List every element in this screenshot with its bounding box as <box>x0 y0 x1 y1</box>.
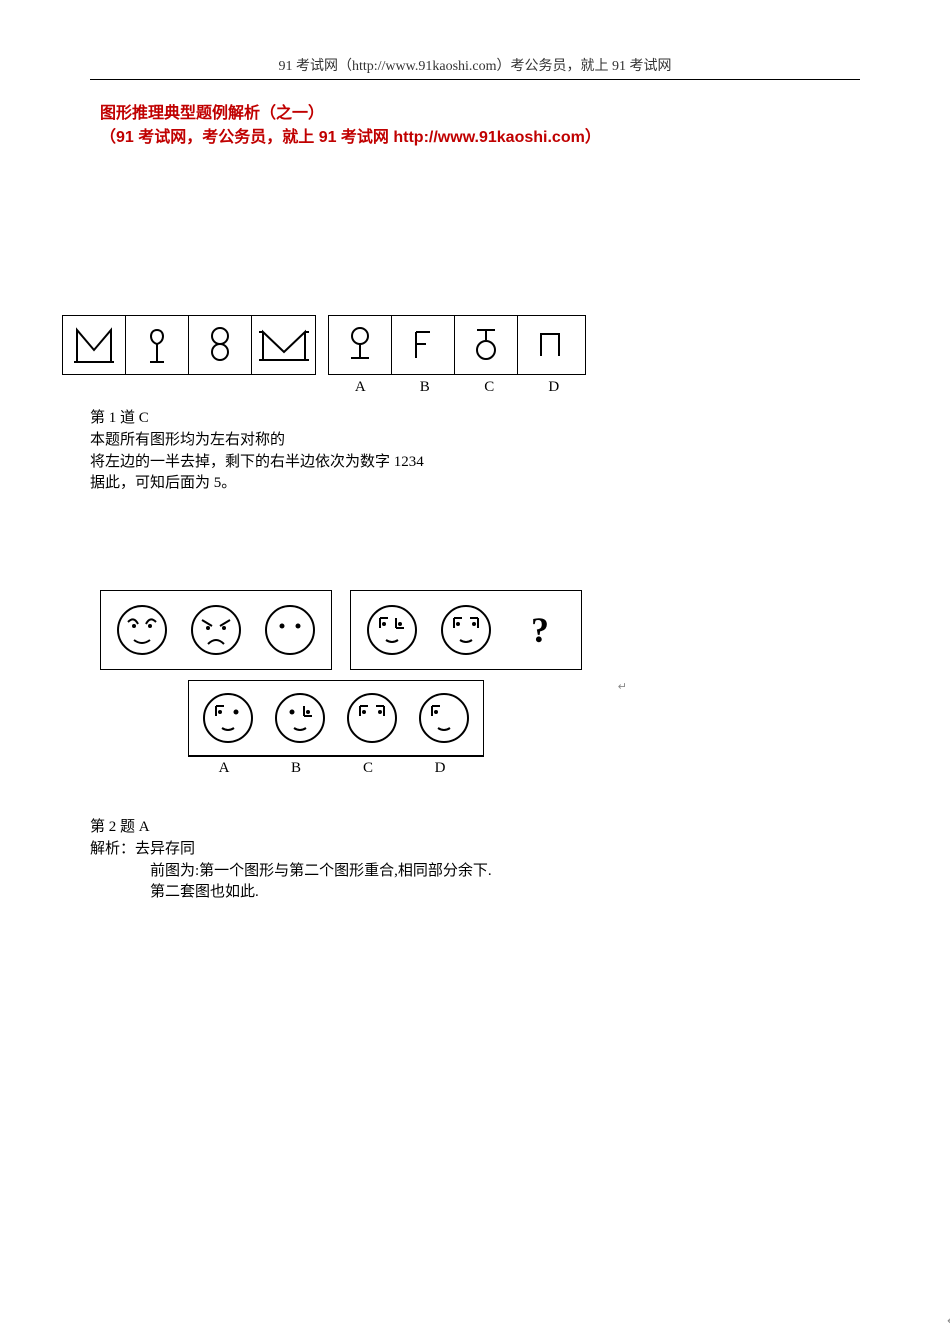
q1-explanation: 第 1 道 C 本题所有图形均为左右对称的 将左边的一半去掉，剩下的右半边依次为… <box>90 408 860 495</box>
q2-face-1 <box>111 599 173 661</box>
q2-face-4 <box>361 599 423 661</box>
q2-given-left <box>100 590 332 670</box>
doc-title: 图形推理典型题例解析（之一） <box>100 102 860 126</box>
q1-cell-2 <box>126 316 189 374</box>
marker-icon: ↲ <box>946 1313 950 1326</box>
q2-figure: ? <box>100 590 860 777</box>
q2-explanation: 第 2 题 A 解析：去异存同 前图为:第一个图形与第二个图形重合,相同部分余下… <box>90 817 860 904</box>
q2-option-c <box>341 687 403 749</box>
label-a: A <box>328 375 393 396</box>
q2-exp-label: 解析：去异存同 <box>90 839 860 861</box>
q2-question-mark: ? <box>509 599 571 661</box>
q1-option-labels: A B C D <box>328 375 586 396</box>
q2-exp-line2: 第二套图也如此. <box>90 882 860 904</box>
q1-figure: A B C D ↲ <box>62 315 860 396</box>
q1-cell-1 <box>63 316 126 374</box>
q1-option-b <box>392 316 455 374</box>
q2-option-a <box>197 687 259 749</box>
q1-given-row <box>62 315 316 375</box>
q2-answer: 第 2 题 A <box>90 817 860 839</box>
doc-subtitle: （91 考试网，考公务员，就上 91 考试网 http://www.91kaos… <box>100 126 860 150</box>
label-b: B <box>393 375 458 396</box>
q2-option-b <box>269 687 331 749</box>
q1-option-a <box>329 316 392 374</box>
q2-option-labels: A B C D <box>188 756 484 777</box>
q1-answer: 第 1 道 C <box>90 408 860 430</box>
label-d: D <box>522 375 587 396</box>
q2-label-c: C <box>332 757 404 777</box>
q1-cell-3 <box>189 316 252 374</box>
q2-label-a: A <box>188 757 260 777</box>
q2-label-d: D <box>404 757 476 777</box>
q1-options-row <box>328 315 586 375</box>
marker-icon-2: ↵ <box>618 681 627 693</box>
q2-option-d <box>413 687 475 749</box>
q2-face-3 <box>259 599 321 661</box>
q2-given-right: ? <box>350 590 582 670</box>
q2-face-5 <box>435 599 497 661</box>
q2-face-2 <box>185 599 247 661</box>
q1-exp-line2: 将左边的一半去掉，剩下的右半边依次为数字 1234 <box>90 452 860 474</box>
page-header: 91 考试网（http://www.91kaoshi.com）考公务员，就上 9… <box>90 55 860 80</box>
q2-label-b: B <box>260 757 332 777</box>
q1-exp-line1: 本题所有图形均为左右对称的 <box>90 430 860 452</box>
q1-option-d <box>518 316 581 374</box>
q1-cell-4 <box>252 316 315 374</box>
q1-exp-line3: 据此，可知后面为 5。 <box>90 473 860 495</box>
q2-exp-line1: 前图为:第一个图形与第二个图形重合,相同部分余下. <box>90 861 860 883</box>
q1-option-c <box>455 316 518 374</box>
label-c: C <box>457 375 522 396</box>
q2-options-row <box>188 680 484 756</box>
